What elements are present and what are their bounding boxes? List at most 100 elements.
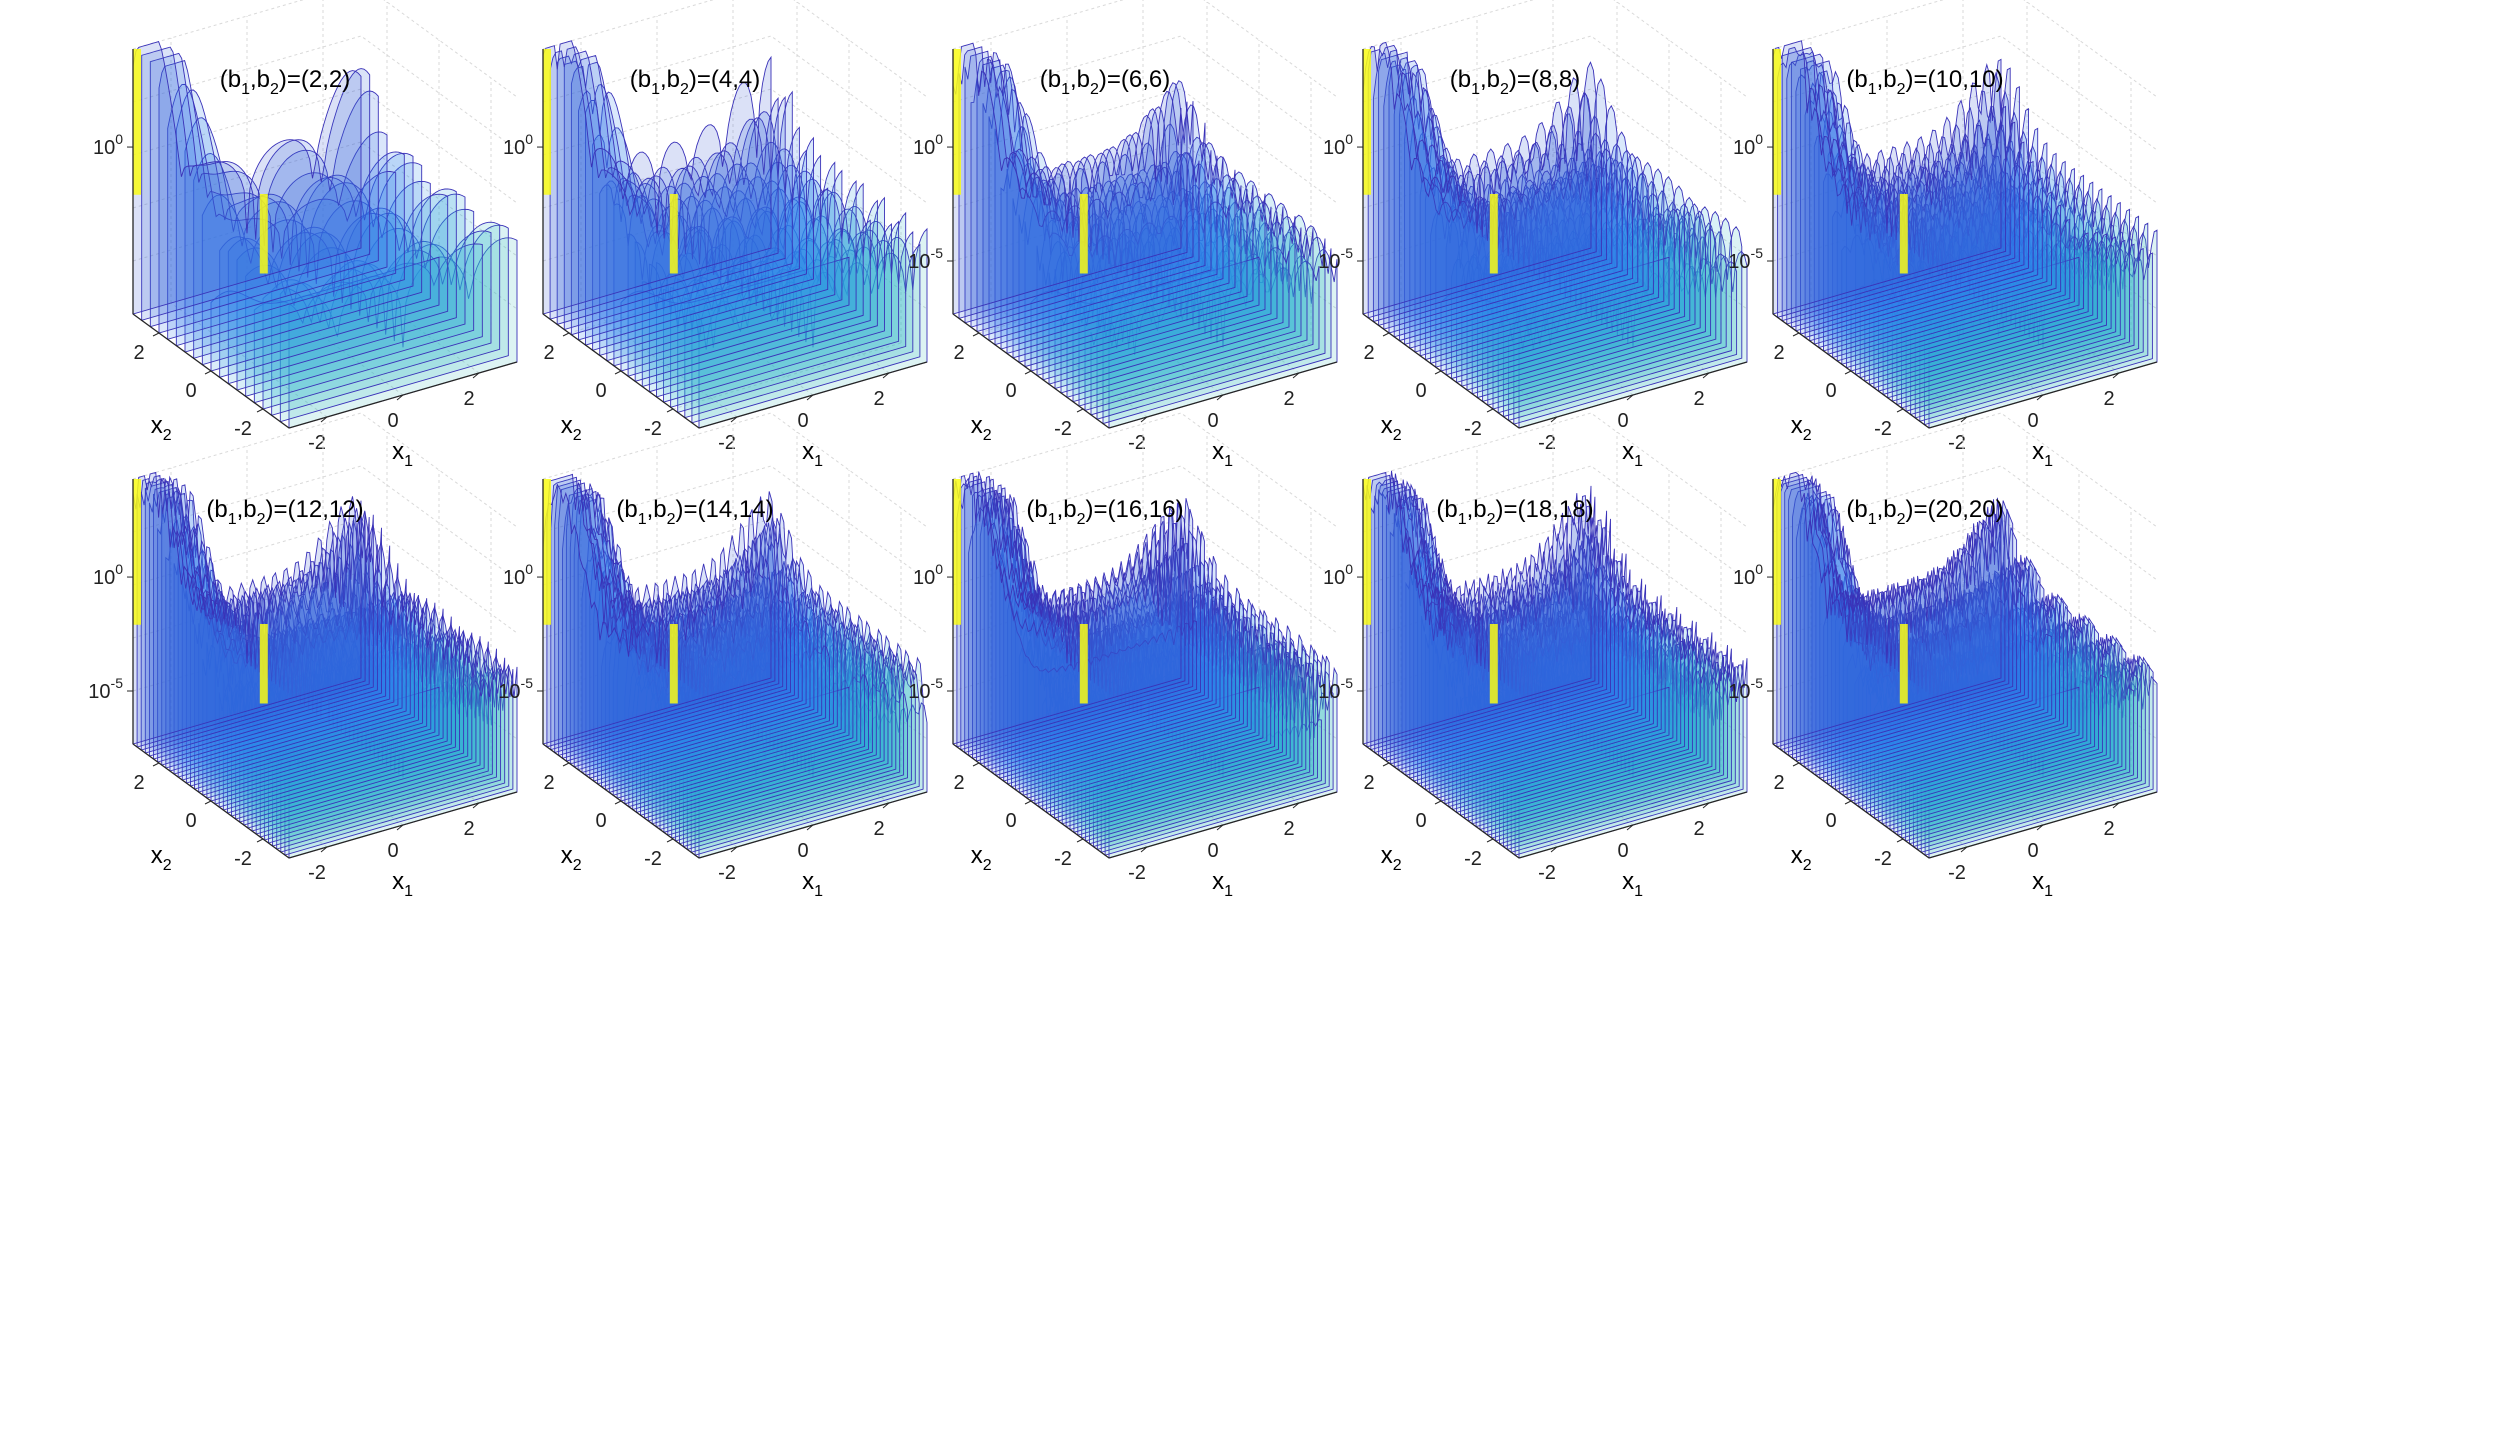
x2-axis-label: x2 [151, 842, 172, 874]
z-grid-line [1772, 88, 2158, 204]
x2-label-subscript: 2 [1803, 857, 1812, 874]
subplot-title: (b1,b2)=(18,18) [1436, 496, 1593, 528]
title-part: )=(10,10) [1906, 66, 2004, 93]
mesh-line [1506, 667, 1736, 851]
z-grid-line [1362, 0, 1748, 98]
x1-tick [2112, 802, 2120, 809]
x1-tick-label: 2 [2103, 818, 2114, 840]
x1-tick [1960, 416, 1968, 423]
x1-tick [1140, 416, 1148, 423]
x2-tick [204, 800, 212, 805]
x1-tick [1626, 824, 1634, 831]
x2-tick-label: -2 [1054, 418, 1072, 440]
x2-tick-label: 2 [1363, 342, 1374, 364]
x2-tick-label: -2 [1874, 418, 1892, 440]
x2-label-subscript: 2 [573, 857, 582, 874]
z-tick-label: 10-5 [1728, 675, 1763, 703]
x1-tick [1550, 846, 1558, 853]
mesh-line [1901, 656, 2131, 839]
title-subscript: 1 [1458, 511, 1467, 528]
mesh-line [1100, 655, 1330, 853]
title-part: ,b [1480, 66, 1500, 93]
x2-axis-label: x2 [971, 412, 992, 444]
x2-tick [1382, 332, 1390, 337]
x1-label-base: x [1622, 868, 1634, 895]
x1-tick [1626, 394, 1634, 401]
z-tick-exponent: -5 [1341, 675, 1354, 691]
z-tick-label: 100 [503, 561, 533, 589]
x2-label-subscript: 2 [163, 427, 172, 444]
x2-tick-label: 2 [1363, 772, 1374, 794]
x2-axis-label: x2 [561, 842, 582, 874]
z-grid-line [1362, 88, 1748, 204]
title-part: (b [1040, 66, 1061, 93]
x2-tick [204, 370, 212, 375]
title-subscript: 1 [228, 511, 237, 528]
x1-label-subscript: 1 [404, 883, 413, 900]
x1-tick [1292, 802, 1300, 809]
z-tick-exponent: 0 [935, 131, 943, 147]
x2-tick-label: -2 [1054, 848, 1072, 870]
mesh-line [1367, 44, 1597, 319]
surface-mesh [952, 471, 1338, 859]
z-grid-line [132, 35, 518, 151]
mesh-line [562, 487, 791, 759]
z-tick-label: 100 [1733, 561, 1763, 589]
z-tick-label: 10-5 [908, 675, 943, 703]
mesh-line [1393, 64, 1623, 338]
title-subscript: 1 [651, 81, 660, 98]
mesh-line [1382, 483, 1611, 759]
x2-tick-label: -2 [234, 418, 252, 440]
title-part: ,b [647, 496, 667, 523]
x2-label-base: x [1381, 412, 1393, 439]
z-tick-base: 10 [88, 681, 110, 703]
subplot-title: (b1,b2)=(12,12) [206, 496, 363, 528]
x1-axis-label: x1 [1212, 438, 1233, 470]
mesh-line [262, 230, 492, 410]
x1-label-subscript: 1 [814, 883, 823, 900]
z-tick-base: 10 [1728, 251, 1750, 273]
mesh-line [958, 46, 1188, 319]
mesh-line [1873, 638, 2103, 819]
x1-tick-label: -2 [1948, 432, 1966, 454]
mesh-line [994, 76, 1224, 346]
x1-tick-label: -2 [1128, 432, 1146, 454]
title-subscript: 1 [638, 511, 647, 528]
mesh-line [1409, 539, 1639, 779]
z-grid-line [1772, 518, 2158, 634]
mesh-line [542, 483, 772, 745]
z-grid-line [952, 0, 1338, 98]
x2-tick-label: 2 [543, 772, 554, 794]
mesh-line [1385, 488, 1615, 762]
title-subscript: 2 [270, 81, 279, 98]
x1-label-base: x [2032, 868, 2044, 895]
surface-mesh [952, 42, 1338, 429]
x2-tick-label: 2 [133, 772, 144, 794]
mesh-line [1832, 195, 2062, 359]
x1-tick [472, 802, 480, 809]
mesh-line [202, 624, 432, 796]
z-grid-line [542, 412, 928, 528]
x1-label-subscript: 1 [1224, 453, 1233, 470]
x2-tick-label: 0 [595, 810, 606, 832]
x2-tick [1486, 838, 1494, 843]
subplot-title: (b1,b2)=(2,2) [220, 66, 351, 98]
z-tick-base: 10 [908, 681, 930, 703]
mesh-line [158, 60, 388, 334]
z-tick-label: 10-5 [908, 245, 943, 273]
z-grid-line [132, 0, 518, 98]
x1-tick-label: 0 [2027, 410, 2038, 432]
x2-tick [562, 762, 570, 767]
z-tick-exponent: -5 [1341, 245, 1354, 261]
x2-tick-label: 0 [1005, 380, 1016, 402]
x1-tick-label: -2 [1538, 862, 1556, 884]
x2-tick [256, 408, 264, 413]
z-grid-line [1772, 412, 2158, 528]
title-part: (b [1846, 496, 1867, 523]
mesh-line [1823, 591, 2053, 782]
x2-tick [972, 332, 980, 337]
